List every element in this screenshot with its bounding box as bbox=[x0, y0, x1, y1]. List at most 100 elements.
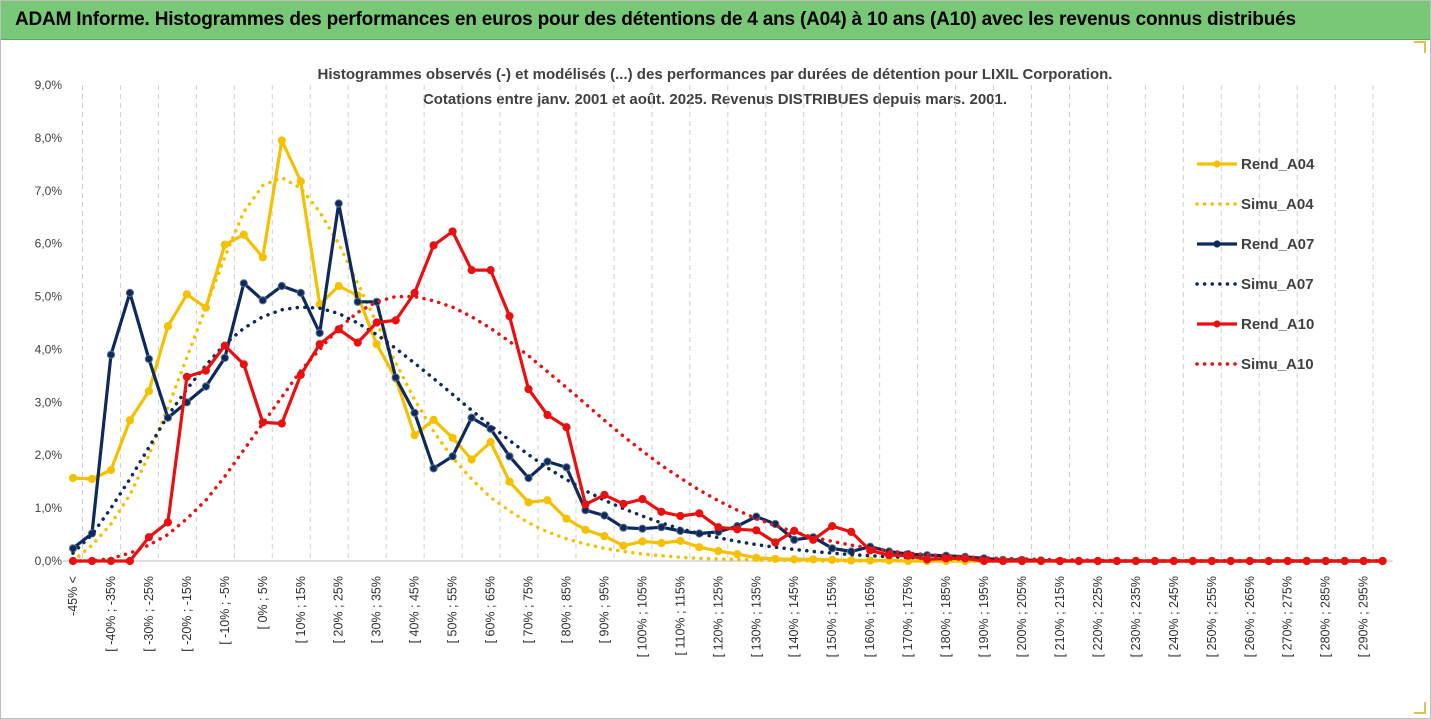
data-point bbox=[619, 523, 628, 532]
data-point bbox=[657, 507, 666, 516]
data-point bbox=[125, 288, 134, 297]
legend-label: Rend_A04 bbox=[1241, 156, 1315, 173]
data-point bbox=[581, 500, 590, 509]
y-tick-label: 2,0% bbox=[35, 448, 63, 462]
data-point bbox=[220, 240, 229, 249]
data-point bbox=[714, 523, 723, 532]
data-point bbox=[638, 495, 647, 504]
data-point bbox=[106, 465, 116, 475]
series-layer bbox=[68, 136, 1387, 566]
x-tick-label: [ 220% ; 225% bbox=[1091, 576, 1105, 657]
legend-marker bbox=[1213, 240, 1221, 248]
banner: ADAM Informe. Histogrammes des performan… bbox=[1, 1, 1430, 40]
legend: Rend_A04 Simu_A04 Rend_A07 Simu_A07 Rend_A10… bbox=[1195, 156, 1315, 373]
x-tick-label: [ 120% ; 125% bbox=[711, 576, 725, 657]
data-point bbox=[828, 544, 837, 553]
data-point bbox=[277, 281, 286, 291]
data-point bbox=[410, 431, 419, 440]
data-point bbox=[277, 136, 286, 145]
corner-mark-top-right bbox=[1414, 41, 1426, 53]
grid-layer bbox=[81, 85, 1374, 561]
data-point bbox=[657, 538, 666, 548]
legend-item-simu-a10: Simu_A10 bbox=[1195, 356, 1314, 373]
data-point bbox=[125, 416, 134, 425]
data-point bbox=[695, 543, 704, 552]
data-point bbox=[619, 499, 628, 508]
data-point bbox=[885, 551, 894, 560]
data-point bbox=[163, 322, 172, 331]
data-point bbox=[448, 433, 457, 442]
data-point bbox=[448, 227, 457, 236]
data-point bbox=[467, 455, 476, 464]
x-tick-label: [ 70% ; 75% bbox=[522, 576, 536, 643]
data-point bbox=[524, 498, 533, 507]
chart-title-line1: Histogrammes observés (-) et modélisés (… bbox=[318, 66, 1113, 83]
x-tick-label: [ 90% ; 95% bbox=[597, 576, 611, 643]
data-point bbox=[144, 387, 153, 396]
data-point bbox=[410, 288, 419, 297]
data-point bbox=[258, 296, 267, 305]
legend-label: Rend_A10 bbox=[1241, 316, 1314, 333]
data-point bbox=[315, 340, 324, 349]
x-tick-label: [ 190% ; 195% bbox=[977, 576, 991, 657]
x-tick-label: [ 160% ; 165% bbox=[863, 576, 877, 657]
x-tick-label: [ -20% ; -15% bbox=[180, 576, 194, 652]
data-point bbox=[619, 541, 628, 550]
data-point bbox=[201, 382, 210, 391]
series-line bbox=[71, 294, 1385, 563]
data-point bbox=[562, 423, 571, 432]
y-tick-label: 9,0% bbox=[35, 78, 63, 92]
x-tick-label: [ 290% ; 295% bbox=[1357, 576, 1371, 657]
x-tick-label: [ 60% ; 65% bbox=[484, 576, 498, 643]
data-point bbox=[828, 522, 837, 531]
legend-label: Simu_A07 bbox=[1241, 276, 1314, 293]
data-point bbox=[87, 474, 97, 484]
data-point bbox=[315, 328, 324, 338]
data-point bbox=[600, 511, 609, 520]
data-point bbox=[524, 385, 533, 394]
axis-layer: 0,0% 1,0% 2,0% 3,0% 4,0% 5,0% 6,0% 7,0% 8,0% 9,0%… bbox=[35, 78, 1393, 657]
legend-item-rend-a10: Rend_A10 bbox=[1197, 316, 1314, 333]
data-point bbox=[486, 266, 495, 275]
data-point bbox=[163, 518, 172, 527]
legend-item-rend-a07: Rend_A07 bbox=[1197, 236, 1314, 253]
y-tick-label: 0,0% bbox=[35, 554, 63, 568]
data-point bbox=[714, 546, 723, 556]
data-point bbox=[486, 437, 495, 447]
data-point bbox=[676, 536, 685, 546]
data-point bbox=[923, 555, 932, 564]
y-tick-label: 7,0% bbox=[35, 184, 63, 198]
y-tick-label: 8,0% bbox=[35, 131, 63, 145]
data-point bbox=[1378, 556, 1387, 566]
legend-label: Simu_A10 bbox=[1241, 356, 1314, 373]
data-point bbox=[505, 477, 514, 486]
x-tick-label: [ 0% ; 5% bbox=[256, 576, 270, 630]
data-point bbox=[182, 290, 191, 299]
data-point bbox=[68, 544, 78, 553]
x-tick-label: [ 110% ; 115% bbox=[673, 576, 687, 655]
data-point bbox=[334, 199, 343, 208]
legend-label: Rend_A07 bbox=[1241, 236, 1314, 253]
x-tick-label: [ -10% ; -5% bbox=[218, 576, 232, 645]
data-point bbox=[296, 177, 305, 186]
legend-label: Simu_A04 bbox=[1241, 196, 1314, 213]
legend-marker bbox=[1213, 320, 1221, 328]
data-point bbox=[277, 419, 286, 428]
data-point bbox=[220, 341, 229, 350]
x-tick-label: [ 170% ; 175% bbox=[901, 576, 915, 657]
x-tick-label: [ 20% ; 25% bbox=[332, 576, 346, 643]
data-point bbox=[429, 415, 438, 424]
x-tick-label: [ 140% ; 145% bbox=[787, 576, 801, 657]
x-tick-label: [ 240% ; 245% bbox=[1167, 576, 1181, 657]
data-point bbox=[296, 288, 305, 297]
data-point bbox=[467, 266, 476, 275]
data-point bbox=[239, 230, 248, 239]
x-tick-label: [ 10% ; 15% bbox=[294, 576, 308, 643]
legend-marker bbox=[1213, 160, 1221, 168]
data-point bbox=[733, 525, 742, 534]
data-point bbox=[771, 538, 780, 547]
data-point bbox=[353, 338, 362, 347]
banner-title: ADAM Informe. Histogrammes des performan… bbox=[15, 9, 1296, 30]
legend-item-rend-a04: Rend_A04 bbox=[1197, 156, 1315, 173]
chart-title-line2: Cotations entre janv. 2001 et août. 2025… bbox=[423, 91, 1007, 108]
